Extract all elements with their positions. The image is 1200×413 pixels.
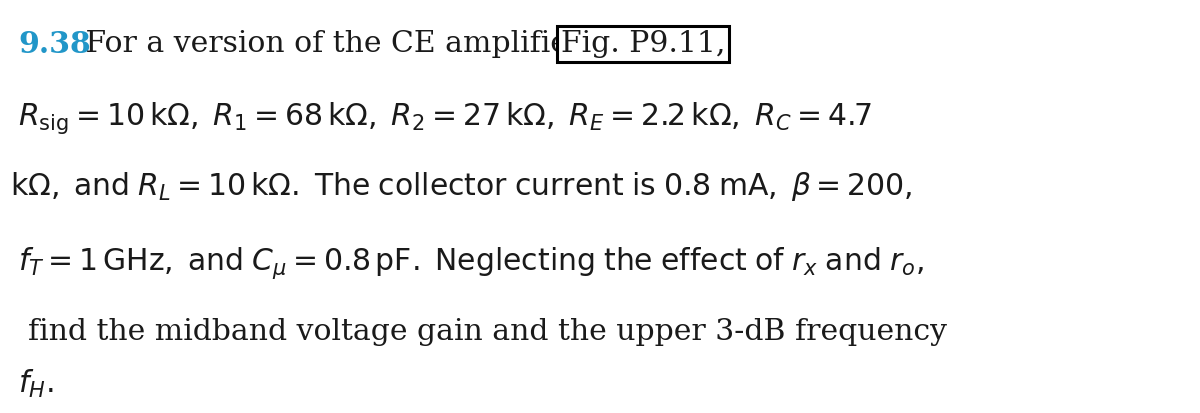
Text: find the midband voltage gain and the upper 3-dB frequency: find the midband voltage gain and the up… (28, 318, 947, 346)
Text: $R_{\mathrm{sig}} = 10\,\mathrm{k\Omega},\; R_1 = 68\,\mathrm{k\Omega},\; R_2 = : $R_{\mathrm{sig}} = 10\,\mathrm{k\Omega}… (18, 100, 872, 136)
Text: $f_H.$: $f_H.$ (18, 368, 54, 400)
Text: $\mathrm{k\Omega,\; and\;} R_L = 10\,\mathrm{k\Omega.\; The\; collector\; curren: $\mathrm{k\Omega,\; and\;} R_L = 10\,\ma… (10, 170, 912, 203)
Text: 9.38: 9.38 (18, 30, 91, 59)
Text: Fig. P9.11,: Fig. P9.11, (562, 30, 726, 58)
Text: For a version of the CE amplifier circuit in: For a version of the CE amplifier circui… (76, 30, 738, 58)
Text: $f_T = 1\,\mathrm{GHz,\; and\;} C_{\mu} = 0.8\,\mathrm{pF.\; Neglecting\; the\; : $f_T = 1\,\mathrm{GHz,\; and\;} C_{\mu} … (18, 245, 924, 281)
